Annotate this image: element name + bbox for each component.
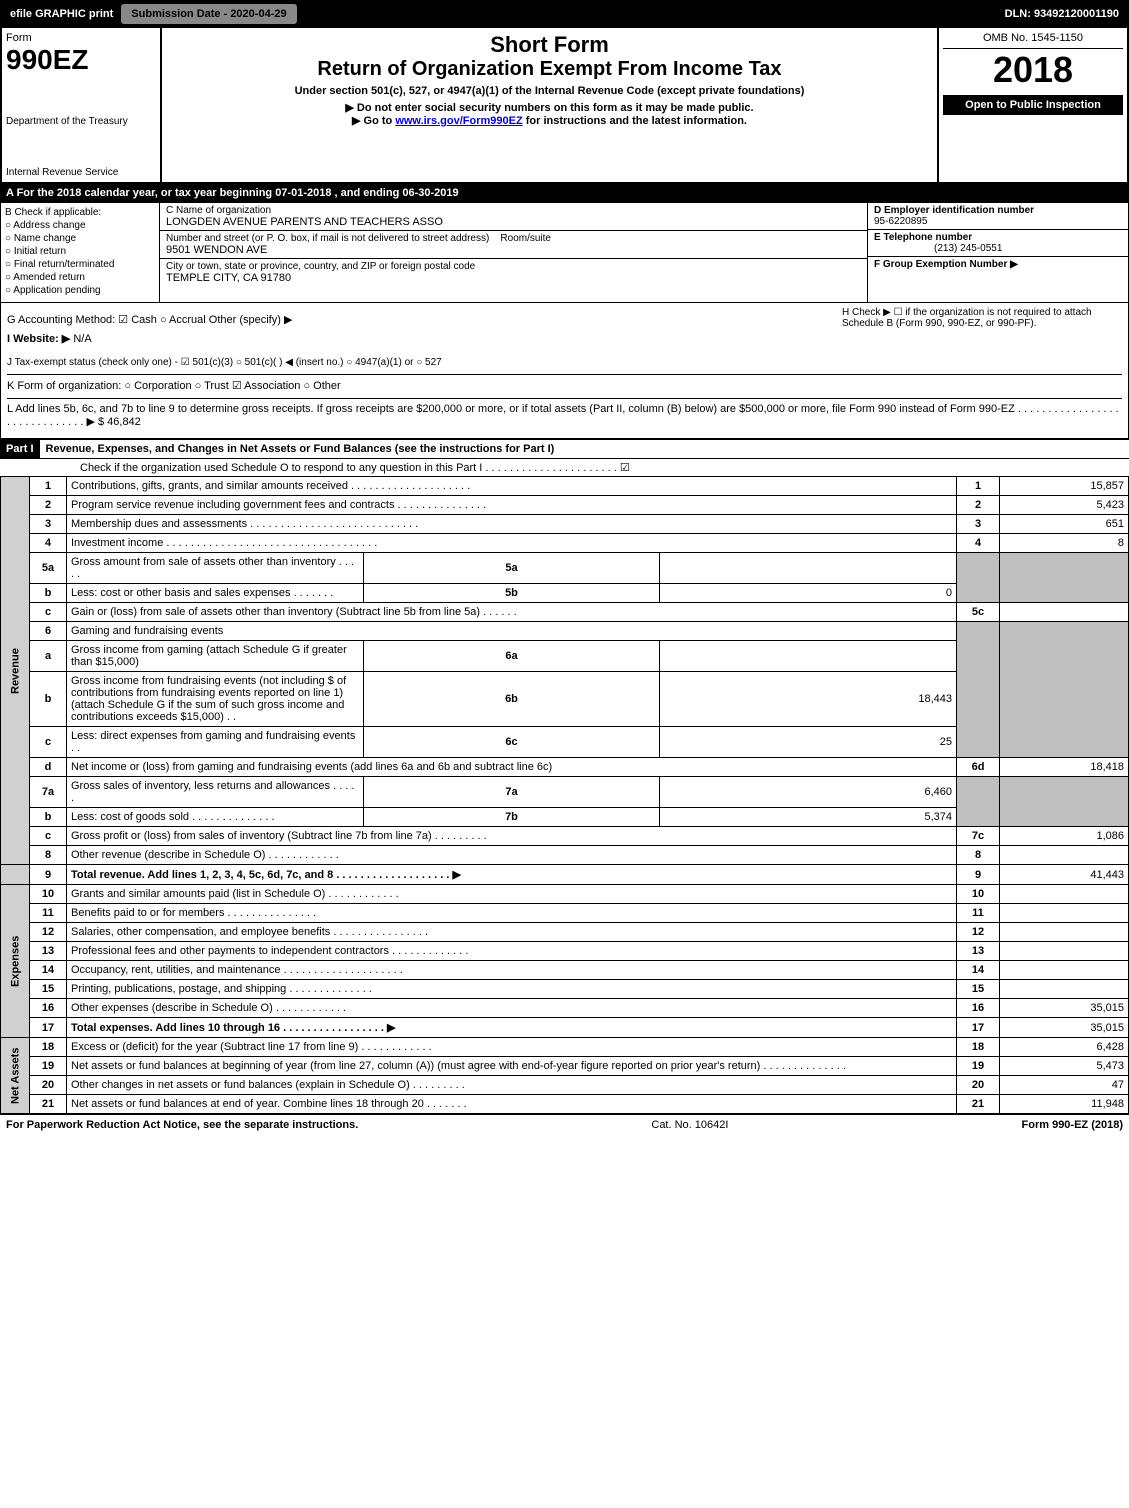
line-10: Expenses 10 Grants and similar amounts p… xyxy=(1,885,1129,904)
f-label: F Group Exemption Number ▶ xyxy=(874,259,1018,270)
irs-label: Internal Revenue Service xyxy=(6,167,156,178)
line-14: 14 Occupancy, rent, utilities, and maint… xyxy=(1,961,1129,980)
part1-label: Part I xyxy=(0,440,40,458)
line-18: Net Assets 18 Excess or (deficit) for th… xyxy=(1,1038,1129,1057)
dept-treasury: Department of the Treasury xyxy=(6,116,156,127)
efile-label[interactable]: efile GRAPHIC print xyxy=(4,6,119,22)
meta-rows: G Accounting Method: ☑ Cash ○ Accrual Ot… xyxy=(0,303,1129,439)
subtitle: Under section 501(c), 527, or 4947(a)(1)… xyxy=(166,85,933,97)
cb-application-pending[interactable]: ○ Application pending xyxy=(5,285,155,296)
omb-number: OMB No. 1545-1150 xyxy=(943,32,1123,49)
open-public: Open to Public Inspection xyxy=(943,95,1123,115)
d-label: D Employer identification number xyxy=(874,205,1034,216)
line-12: 12 Salaries, other compensation, and emp… xyxy=(1,923,1129,942)
part1-header-row: Part I Revenue, Expenses, and Changes in… xyxy=(0,439,1129,458)
cb-name-change[interactable]: ○ Name change xyxy=(5,233,155,244)
line-g: G Accounting Method: ☑ Cash ○ Accrual Ot… xyxy=(7,313,842,326)
line-11: 11 Benefits paid to or for members . . .… xyxy=(1,904,1129,923)
line-j: J Tax-exempt status (check only one) - ☑… xyxy=(7,357,1122,368)
line-l: L Add lines 5b, 6c, and 7b to line 9 to … xyxy=(7,398,1122,428)
line-8: 8 Other revenue (describe in Schedule O)… xyxy=(1,846,1129,865)
line-20: 20 Other changes in net assets or fund b… xyxy=(1,1076,1129,1095)
line-6d: d Net income or (loss) from gaming and f… xyxy=(1,758,1129,777)
line-2: 2 Program service revenue including gove… xyxy=(1,496,1129,515)
lines-table: Revenue 1 Contributions, gifts, grants, … xyxy=(0,476,1129,1114)
line-7c: c Gross profit or (loss) from sales of i… xyxy=(1,827,1129,846)
ein-value: 95-6220895 xyxy=(874,216,927,227)
line-3: 3 Membership dues and assessments . . . … xyxy=(1,515,1129,534)
irs-link[interactable]: www.irs.gov/Form990EZ xyxy=(395,115,522,127)
ssn-note: ▶ Do not enter social security numbers o… xyxy=(166,101,933,114)
line-15: 15 Printing, publications, postage, and … xyxy=(1,980,1129,999)
side-revenue: Revenue xyxy=(1,477,30,865)
form-right-block: OMB No. 1545-1150 2018 Open to Public In… xyxy=(937,28,1127,182)
cb-initial-return[interactable]: ○ Initial return xyxy=(5,246,155,257)
side-netassets: Net Assets xyxy=(1,1038,30,1114)
group-exempt-cell: F Group Exemption Number ▶ xyxy=(868,257,1128,272)
cb-address-change[interactable]: ○ Address change xyxy=(5,220,155,231)
street-cell: Number and street (or P. O. box, if mail… xyxy=(160,231,867,259)
form-title-block: Short Form Return of Organization Exempt… xyxy=(162,28,937,182)
e-label: E Telephone number xyxy=(874,232,972,243)
tax-year: 2018 xyxy=(943,49,1123,91)
submission-date: Submission Date - 2020-04-29 xyxy=(121,4,296,24)
org-name: LONGDEN AVENUE PARENTS AND TEACHERS ASSO xyxy=(166,216,443,228)
form-number: 990EZ xyxy=(6,44,156,76)
line-13: 13 Professional fees and other payments … xyxy=(1,942,1129,961)
line-5c: c Gain or (loss) from sale of assets oth… xyxy=(1,603,1129,622)
section-def: D Employer identification number 95-6220… xyxy=(867,203,1128,302)
part1-check: Check if the organization used Schedule … xyxy=(0,458,1129,476)
line-9: 9 Total revenue. Add lines 1, 2, 3, 4, 5… xyxy=(1,865,1129,885)
room-label: Room/suite xyxy=(500,233,551,244)
form-id-block: Form 990EZ Department of the Treasury In… xyxy=(2,28,162,182)
entity-section: B Check if applicable: ○ Address change … xyxy=(0,202,1129,303)
cb-final-return[interactable]: ○ Final return/terminated xyxy=(5,259,155,270)
top-bar: efile GRAPHIC print Submission Date - 20… xyxy=(0,0,1129,28)
tax-year-row: A For the 2018 calendar year, or tax yea… xyxy=(0,184,1129,202)
b-label: B Check if applicable: xyxy=(5,207,155,218)
form-word: Form xyxy=(6,32,156,44)
line-h: H Check ▶ ☐ if the organization is not r… xyxy=(842,307,1122,351)
return-title: Return of Organization Exempt From Incom… xyxy=(166,58,933,81)
part1-title: Revenue, Expenses, and Changes in Net As… xyxy=(40,440,561,458)
line-7a: 7a Gross sales of inventory, less return… xyxy=(1,777,1129,808)
c-label: C Name of organization xyxy=(166,205,271,216)
line-5a: 5a Gross amount from sale of assets othe… xyxy=(1,553,1129,584)
goto-note: ▶ Go to www.irs.gov/Form990EZ for instru… xyxy=(166,114,933,127)
line-17: 17 Total expenses. Add lines 10 through … xyxy=(1,1018,1129,1038)
line-6: 6 Gaming and fundraising events xyxy=(1,622,1129,641)
line-16: 16 Other expenses (describe in Schedule … xyxy=(1,999,1129,1018)
city-value: TEMPLE CITY, CA 91780 xyxy=(166,272,291,284)
street-label: Number and street (or P. O. box, if mail… xyxy=(166,233,489,244)
line-19: 19 Net assets or fund balances at beginn… xyxy=(1,1057,1129,1076)
city-cell: City or town, state or province, country… xyxy=(160,259,867,286)
footer: For Paperwork Reduction Act Notice, see … xyxy=(0,1114,1129,1135)
city-label: City or town, state or province, country… xyxy=(166,261,475,272)
line-4: 4 Investment income . . . . . . . . . . … xyxy=(1,534,1129,553)
dln: DLN: 93492120001190 xyxy=(1005,8,1125,20)
line-i: I Website: ▶ N/A xyxy=(7,332,842,345)
footer-left: For Paperwork Reduction Act Notice, see … xyxy=(6,1119,358,1131)
org-name-cell: C Name of organization LONGDEN AVENUE PA… xyxy=(160,203,867,231)
section-c: C Name of organization LONGDEN AVENUE PA… xyxy=(160,203,867,302)
street-value: 9501 WENDON AVE xyxy=(166,244,267,256)
section-b: B Check if applicable: ○ Address change … xyxy=(1,203,160,302)
ein-cell: D Employer identification number 95-6220… xyxy=(868,203,1128,230)
form-header: Form 990EZ Department of the Treasury In… xyxy=(0,28,1129,184)
line-k: K Form of organization: ○ Corporation ○ … xyxy=(7,374,1122,392)
cb-amended-return[interactable]: ○ Amended return xyxy=(5,272,155,283)
line-1: Revenue 1 Contributions, gifts, grants, … xyxy=(1,477,1129,496)
footer-right: Form 990-EZ (2018) xyxy=(1022,1119,1123,1131)
side-expenses: Expenses xyxy=(1,885,30,1038)
footer-mid: Cat. No. 10642I xyxy=(651,1119,728,1131)
phone-cell: E Telephone number (213) 245-0551 xyxy=(868,230,1128,257)
line-21: 21 Net assets or fund balances at end of… xyxy=(1,1095,1129,1114)
phone-value: (213) 245-0551 xyxy=(874,243,1002,254)
short-form-title: Short Form xyxy=(166,32,933,58)
